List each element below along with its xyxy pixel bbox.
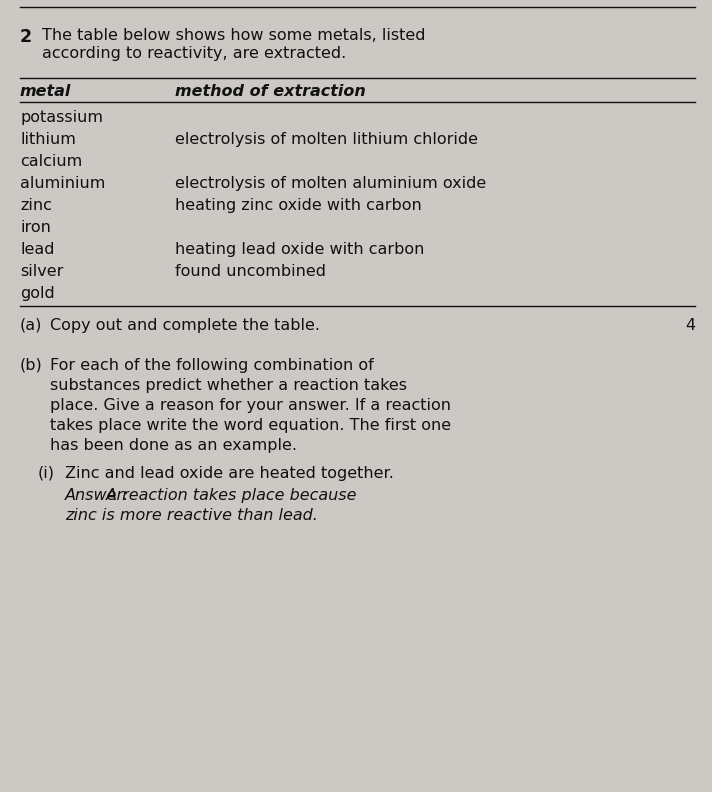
- Text: A reaction takes place because: A reaction takes place because: [65, 488, 357, 503]
- Text: gold: gold: [20, 286, 55, 301]
- Text: iron: iron: [20, 220, 51, 235]
- Text: electrolysis of molten lithium chloride: electrolysis of molten lithium chloride: [175, 132, 478, 147]
- Text: place. Give a reason for your answer. If a reaction: place. Give a reason for your answer. If…: [50, 398, 451, 413]
- Text: has been done as an example.: has been done as an example.: [50, 438, 297, 453]
- Text: substances predict whether a reaction takes: substances predict whether a reaction ta…: [50, 378, 407, 393]
- Text: Zinc and lead oxide are heated together.: Zinc and lead oxide are heated together.: [65, 466, 394, 481]
- Text: calcium: calcium: [20, 154, 83, 169]
- Text: silver: silver: [20, 264, 63, 279]
- Text: according to reactivity, are extracted.: according to reactivity, are extracted.: [42, 46, 346, 61]
- Text: electrolysis of molten aluminium oxide: electrolysis of molten aluminium oxide: [175, 176, 486, 191]
- Text: 4: 4: [685, 318, 695, 333]
- Text: heating lead oxide with carbon: heating lead oxide with carbon: [175, 242, 424, 257]
- Text: aluminium: aluminium: [20, 176, 105, 191]
- Text: heating zinc oxide with carbon: heating zinc oxide with carbon: [175, 198, 422, 213]
- Text: 2: 2: [20, 28, 32, 46]
- Text: found uncombined: found uncombined: [175, 264, 326, 279]
- Text: metal: metal: [20, 84, 71, 99]
- Text: For each of the following combination of: For each of the following combination of: [50, 358, 374, 373]
- Text: method of extraction: method of extraction: [175, 84, 366, 99]
- Text: zinc is more reactive than lead.: zinc is more reactive than lead.: [65, 508, 318, 523]
- Text: lithium: lithium: [20, 132, 76, 147]
- Text: Answer:: Answer:: [65, 488, 130, 503]
- Text: takes place write the word equation. The first one: takes place write the word equation. The…: [50, 418, 451, 433]
- Text: Copy out and complete the table.: Copy out and complete the table.: [50, 318, 320, 333]
- Text: lead: lead: [20, 242, 55, 257]
- Text: potassium: potassium: [20, 110, 103, 125]
- Text: (i): (i): [38, 466, 55, 481]
- Text: zinc: zinc: [20, 198, 52, 213]
- Text: (a): (a): [20, 318, 43, 333]
- Text: The table below shows how some metals, listed: The table below shows how some metals, l…: [42, 28, 426, 43]
- Text: (b): (b): [20, 358, 43, 373]
